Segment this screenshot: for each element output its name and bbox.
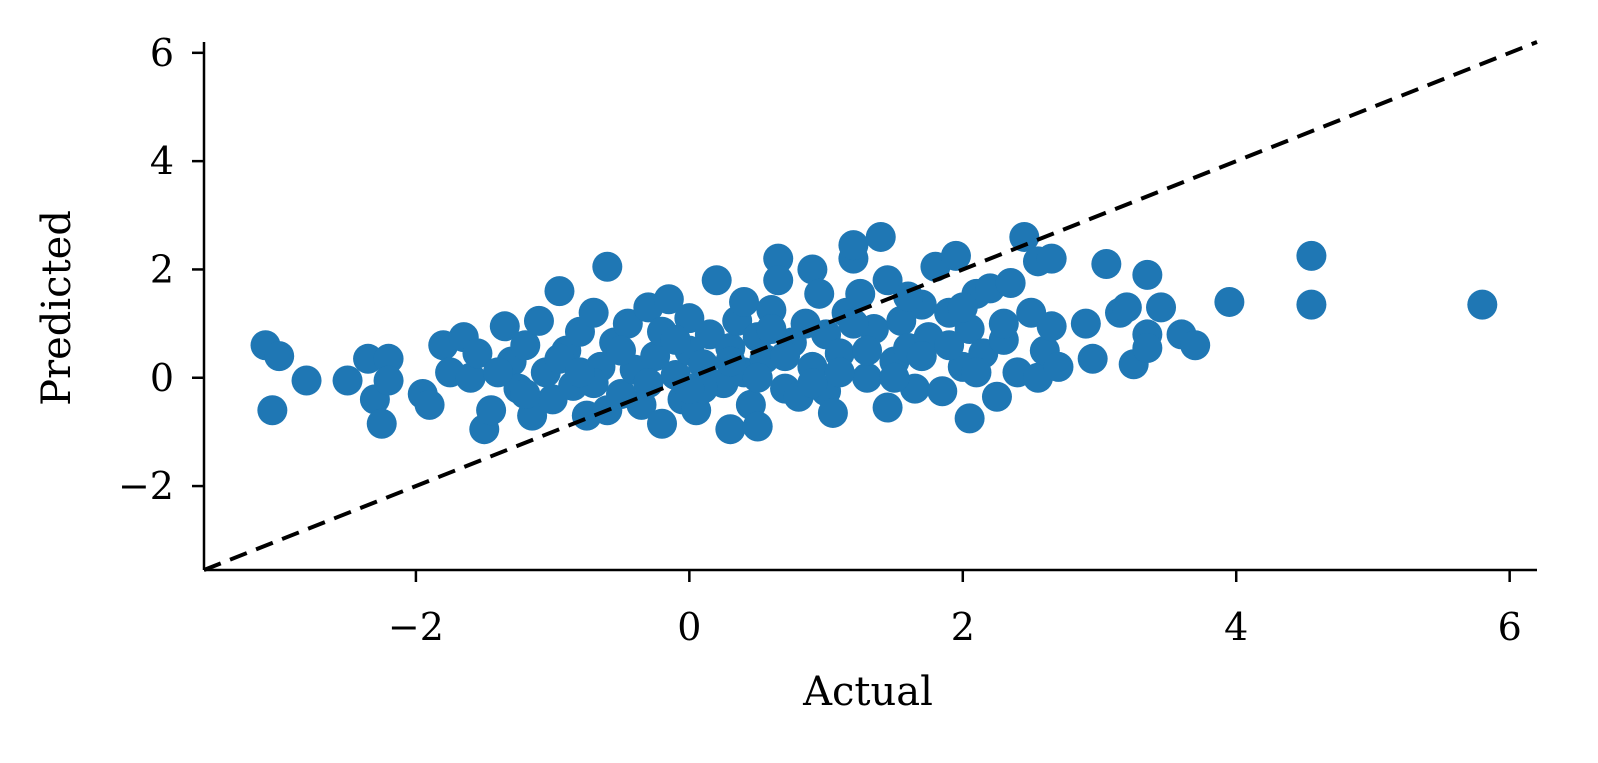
x-tick-label: −2 xyxy=(388,605,444,649)
scatter-point xyxy=(462,338,493,369)
scatter-point xyxy=(332,365,363,396)
scatter-point xyxy=(886,305,917,336)
scatter-point xyxy=(742,411,773,442)
scatter-point xyxy=(578,297,609,328)
scatter-point xyxy=(995,267,1026,298)
scatter-point xyxy=(715,414,746,445)
scatter-point xyxy=(489,311,520,342)
x-axis-ticks: −2 0 2 4 6 xyxy=(388,570,1522,649)
scatter-point xyxy=(865,221,896,252)
scatter-point xyxy=(961,357,992,388)
scatter-point xyxy=(701,265,732,296)
scatter-point xyxy=(510,330,541,361)
scatter-point xyxy=(763,265,794,296)
y-tick-label: −2 xyxy=(118,464,174,508)
scatter-point xyxy=(947,292,978,323)
scatter-point xyxy=(872,265,903,296)
x-tick-label: 6 xyxy=(1498,605,1522,649)
scatter-point xyxy=(1296,240,1327,271)
scatter-point xyxy=(1146,292,1177,323)
scatter-point xyxy=(852,335,883,366)
scatter-point xyxy=(770,341,801,372)
scatter-point xyxy=(763,243,794,274)
scatter-point xyxy=(756,314,787,345)
x-axis-title: Actual xyxy=(802,669,933,715)
scatter-point xyxy=(988,308,1019,339)
scatter-point xyxy=(879,362,910,393)
scatter-point xyxy=(373,365,404,396)
scatter-point xyxy=(647,408,678,439)
scatter-point xyxy=(804,278,835,309)
scatter-point xyxy=(455,362,486,393)
x-tick-label: 2 xyxy=(951,605,975,649)
scatter-point xyxy=(353,343,384,374)
scatter-point xyxy=(852,362,883,393)
scatter-point xyxy=(373,343,404,374)
scatter-point xyxy=(640,341,671,372)
scatter-point xyxy=(1132,259,1163,290)
y-tick-label: 4 xyxy=(150,139,174,183)
y-axis-ticks: −2 0 2 4 6 xyxy=(118,31,204,508)
data-points xyxy=(250,221,1498,445)
scatter-point xyxy=(523,305,554,336)
scatter-point xyxy=(1091,249,1122,280)
scatter-point xyxy=(729,286,760,317)
scatter-point xyxy=(291,365,322,396)
scatter-point xyxy=(838,230,869,261)
scatter-point xyxy=(1043,351,1074,382)
scatter-point xyxy=(510,379,541,409)
y-tick-label: 0 xyxy=(150,356,174,400)
scatter-point xyxy=(797,368,828,399)
scatter-point xyxy=(1111,292,1142,323)
x-tick-label: 0 xyxy=(677,605,701,649)
scatter-point xyxy=(1009,221,1040,252)
scatter-point xyxy=(605,335,636,366)
reference-diagonal-line xyxy=(203,40,1538,572)
scatter-point xyxy=(366,408,397,439)
scatter-point xyxy=(482,357,513,388)
scatter-point xyxy=(660,324,691,355)
scatter-point xyxy=(653,284,684,315)
scatter-point xyxy=(1214,286,1245,317)
scatter-point xyxy=(940,240,971,271)
scatter-point xyxy=(838,308,869,339)
scatter-point xyxy=(1296,289,1327,320)
scatter-point xyxy=(414,389,445,420)
scatter-point xyxy=(1070,308,1101,339)
scatter-point xyxy=(544,276,575,307)
scatter-point xyxy=(845,278,876,309)
scatter-point xyxy=(592,251,623,282)
scatter-point xyxy=(674,303,705,334)
y-axis-title: Predicted xyxy=(34,210,80,406)
scatter-point xyxy=(1467,289,1498,320)
scatter-point xyxy=(927,376,958,407)
scatter-point xyxy=(1036,243,1067,274)
x-tick-label: 4 xyxy=(1224,605,1248,649)
scatter-point xyxy=(1077,343,1108,374)
scatter-point xyxy=(564,357,595,388)
scatter-point xyxy=(742,362,773,393)
scatter-point xyxy=(817,397,848,428)
y-tick-label: 2 xyxy=(150,247,174,291)
scatter-point xyxy=(688,349,719,380)
scatter-point xyxy=(1180,330,1211,361)
scatter-point xyxy=(476,395,507,426)
scatter-point xyxy=(872,392,903,423)
scatter-point xyxy=(797,254,828,285)
scatter-point xyxy=(981,381,1012,412)
scatter-point xyxy=(906,341,937,372)
scatter-point xyxy=(612,308,643,339)
scatter-point xyxy=(824,357,855,388)
y-tick-label: 6 xyxy=(150,31,174,75)
scatter-point xyxy=(264,341,295,372)
scatter-point xyxy=(1036,311,1067,342)
scatter-point xyxy=(934,330,965,361)
scatter-point xyxy=(1132,332,1163,363)
scatter-point xyxy=(954,403,985,434)
scatter-point xyxy=(257,395,288,426)
